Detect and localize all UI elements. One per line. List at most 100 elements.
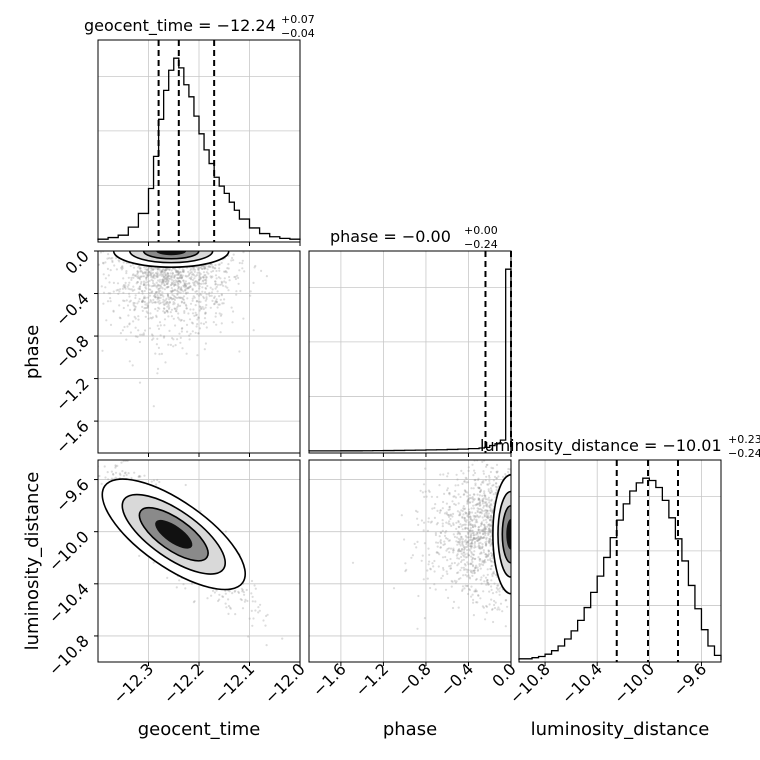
scatter-point	[142, 333, 145, 336]
scatter-point	[169, 275, 172, 278]
scatter-point	[95, 257, 97, 259]
scatter-point	[487, 514, 490, 518]
scatter-point	[461, 544, 465, 547]
scatter-point	[445, 521, 448, 524]
scatter-point	[224, 270, 227, 273]
scatter-point	[195, 299, 199, 303]
scatter-point	[473, 516, 476, 519]
scatter-point	[476, 569, 479, 572]
scatter-point	[484, 496, 487, 499]
scatter-point	[158, 299, 161, 302]
scatter-point	[460, 509, 463, 512]
scatter-point	[201, 267, 204, 270]
scatter-point	[159, 272, 162, 275]
scatter-point	[480, 512, 483, 515]
scatter-point	[473, 569, 476, 572]
scatter-point	[136, 281, 139, 284]
scatter-point	[465, 511, 468, 515]
scatter-point	[232, 310, 235, 313]
scatter-point	[457, 549, 460, 552]
scatter-point	[490, 560, 493, 563]
scatter-point	[180, 277, 183, 280]
scatter-point	[169, 277, 172, 280]
scatter-point	[428, 553, 431, 557]
scatter-point	[470, 540, 474, 543]
scatter-point	[181, 270, 184, 273]
scatter-point	[487, 528, 490, 531]
scatter-point	[476, 515, 479, 518]
scatter-point	[421, 554, 424, 557]
scatter-point	[428, 560, 431, 563]
scatter-point	[215, 277, 218, 280]
scatter-point	[130, 276, 133, 279]
y-tick-label: −10.4	[45, 579, 93, 627]
scatter-point	[176, 292, 179, 295]
scatter-point	[120, 268, 123, 271]
scatter-point	[464, 553, 467, 556]
scatter-point	[182, 279, 185, 282]
scatter-point	[441, 507, 444, 510]
scatter-point	[167, 274, 170, 277]
scatter-point	[404, 562, 407, 565]
scatter-point	[482, 481, 485, 484]
scatter-point	[462, 551, 465, 554]
scatter-point	[185, 307, 188, 310]
scatter-point	[122, 460, 125, 463]
scatter-point	[241, 267, 244, 270]
scatter-point	[151, 338, 154, 341]
scatter-point	[154, 284, 157, 287]
scatter-point	[467, 512, 470, 515]
scatter-point	[234, 275, 237, 278]
scatter-point	[430, 520, 433, 523]
scatter-point	[489, 456, 491, 458]
scatter-point	[108, 281, 111, 284]
scatter-point	[181, 327, 184, 330]
scatter-point	[215, 323, 218, 326]
scatter-point	[182, 279, 185, 282]
scatter-point	[467, 544, 470, 547]
scatter-point	[477, 594, 480, 597]
scatter-point	[449, 547, 453, 550]
scatter-point	[167, 296, 170, 299]
scatter-point	[205, 279, 208, 282]
scatter-point	[191, 297, 194, 300]
scatter-point	[466, 495, 469, 498]
scatter-point	[459, 523, 462, 526]
scatter-point	[475, 514, 479, 517]
scatter-point	[485, 465, 488, 468]
scatter-point	[251, 600, 254, 603]
scatter-point	[156, 324, 159, 327]
scatter-point	[482, 561, 485, 564]
scatter-point	[213, 296, 216, 300]
scatter-point	[218, 269, 221, 272]
scatter-point	[220, 294, 223, 297]
scatter-point	[195, 290, 198, 293]
scatter-point	[180, 318, 183, 322]
scatter-point	[182, 270, 185, 273]
scatter-point	[111, 260, 114, 264]
scatter-point	[491, 509, 494, 512]
scatter-point	[184, 284, 188, 287]
scatter-point	[485, 501, 488, 504]
scatter-point	[127, 287, 130, 290]
scatter-point	[245, 588, 248, 592]
scatter-point	[170, 297, 173, 300]
scatter-point	[501, 475, 505, 478]
scatter-point	[156, 372, 159, 375]
scatter-point	[442, 543, 445, 547]
scatter-point	[466, 545, 469, 549]
scatter-point	[119, 332, 122, 335]
scatter-point	[134, 335, 137, 338]
scatter-point	[204, 291, 207, 294]
scatter-point	[171, 289, 174, 292]
scatter-point	[429, 568, 432, 571]
scatter-point	[460, 566, 463, 569]
scatter-point	[481, 605, 484, 608]
scatter-point	[483, 490, 486, 493]
scatter-point	[204, 312, 207, 315]
scatter-point	[152, 268, 155, 271]
scatter-point	[176, 284, 179, 287]
scatter-point	[164, 299, 167, 302]
scatter-point	[464, 527, 467, 531]
scatter-point	[446, 559, 449, 562]
